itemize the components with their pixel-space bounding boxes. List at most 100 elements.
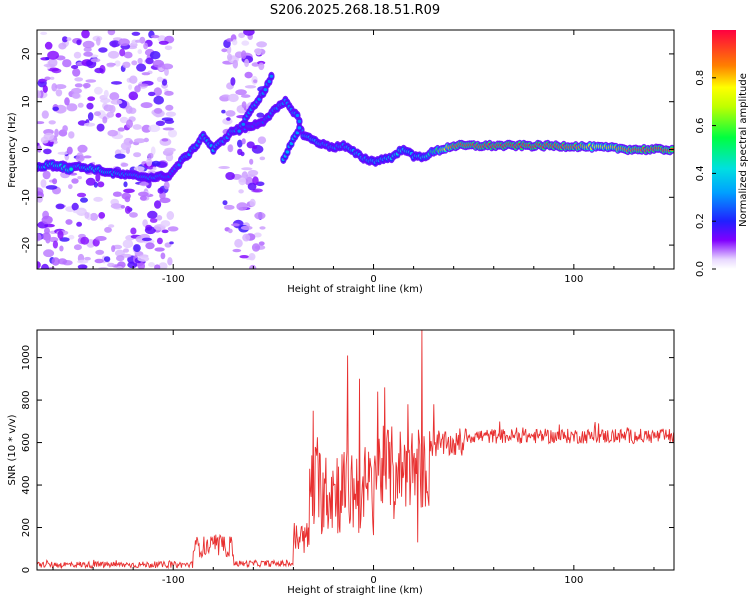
bottom-y-tick-label: 200 [21, 518, 32, 537]
noise-blob [234, 238, 243, 248]
colorbar-tick-label: 0.8 [695, 70, 706, 86]
noise-blob [74, 77, 84, 82]
noise-blob [131, 31, 141, 36]
noise-blob [161, 138, 169, 142]
noise-blob [131, 60, 138, 66]
noise-blob [145, 57, 154, 65]
noise-blob [244, 71, 253, 79]
noise-blob [244, 58, 250, 68]
noise-blob [111, 245, 116, 253]
noise-blob [107, 129, 118, 137]
noise-blob [225, 110, 236, 117]
noise-blob [83, 47, 92, 52]
noise-blob [150, 146, 156, 156]
noise-blob [114, 153, 126, 159]
noise-blob [130, 227, 137, 235]
noise-blob [109, 105, 116, 114]
noise-blob [83, 155, 92, 159]
noise-blob [153, 95, 164, 105]
noise-blob [129, 212, 138, 218]
noise-blob [254, 48, 263, 54]
noise-blob [37, 233, 42, 242]
noise-blob [109, 92, 120, 101]
noise-blob [165, 111, 177, 117]
bottom-y-ticks: 0 200 400 600 800 1000 [21, 345, 674, 573]
snr-frame [36, 329, 675, 571]
noise-blob [227, 228, 233, 234]
noise-blob [77, 264, 88, 269]
noise-blob [95, 236, 107, 241]
noise-blob [44, 41, 53, 50]
noise-blob [137, 49, 143, 55]
branch-point-core [263, 88, 268, 92]
noise-blob [68, 131, 75, 139]
noise-blob [115, 112, 122, 118]
noise-blob [45, 185, 58, 190]
noise-blob [164, 119, 175, 124]
noise-blob [133, 138, 146, 144]
noise-blob [164, 147, 176, 153]
noise-blob [244, 85, 257, 89]
noise-blob [148, 91, 156, 97]
noise-blob [149, 218, 158, 223]
noise-blob [156, 215, 163, 221]
branch-point-core [33, 167, 37, 170]
noise-blob [107, 30, 116, 36]
noise-blob [94, 258, 104, 264]
noise-blob [129, 75, 138, 84]
noise-blob [251, 243, 261, 252]
bottom-y-tick-label: 1000 [21, 345, 32, 370]
colorbar-tick-label: 0.0 [695, 261, 706, 277]
noise-blob [83, 51, 93, 57]
noise-blob [238, 189, 244, 194]
top-y-tick-label: -10 [21, 189, 32, 205]
noise-blob [44, 227, 50, 235]
noise-blob [82, 40, 95, 49]
noise-blob [152, 59, 165, 68]
noise-blob [133, 152, 142, 158]
noise-blob [232, 59, 238, 69]
noise-blob [68, 234, 75, 240]
noise-blob [126, 119, 133, 129]
branch-point-core [285, 150, 290, 154]
colorbar: 0.0 0.2 0.4 0.6 0.8 Normalized spectral ampl… [695, 30, 749, 277]
noise-blob [37, 261, 41, 269]
noise-blob [73, 244, 82, 251]
top-y-tick-label: 20 [21, 48, 32, 61]
noise-blob [232, 39, 238, 46]
noise-blob [48, 120, 56, 125]
noise-blob [76, 221, 82, 227]
noise-blob [55, 89, 63, 97]
noise-blob [164, 45, 173, 51]
noise-blob [133, 244, 141, 253]
noise-blob [47, 50, 59, 60]
noise-blob [138, 191, 149, 197]
noise-blob [93, 196, 103, 202]
top-x-tick-label: 100 [564, 274, 583, 285]
noise-blob [77, 102, 84, 108]
noise-blob [43, 148, 52, 155]
noise-blob [164, 90, 174, 96]
noise-blob [154, 200, 162, 209]
noise-blob [241, 50, 247, 60]
noise-blob [49, 76, 55, 80]
noise-blob [161, 229, 169, 234]
noise-blob [257, 136, 267, 144]
noise-blob [163, 181, 170, 190]
noise-blob [252, 188, 263, 193]
noise-blob [116, 255, 125, 262]
ridge-point-core [295, 113, 300, 118]
noise-blob [132, 124, 142, 130]
noise-blob [149, 51, 161, 60]
noise-blob [65, 219, 73, 225]
noise-blob [150, 34, 160, 39]
noise-blob [152, 166, 157, 171]
noise-blob [231, 223, 240, 227]
noise-blob [96, 36, 101, 46]
noise-blob [259, 226, 266, 230]
noise-blob [158, 262, 168, 269]
noise-blob [238, 177, 247, 186]
noise-blob [226, 117, 231, 121]
noise-blob [102, 116, 108, 124]
